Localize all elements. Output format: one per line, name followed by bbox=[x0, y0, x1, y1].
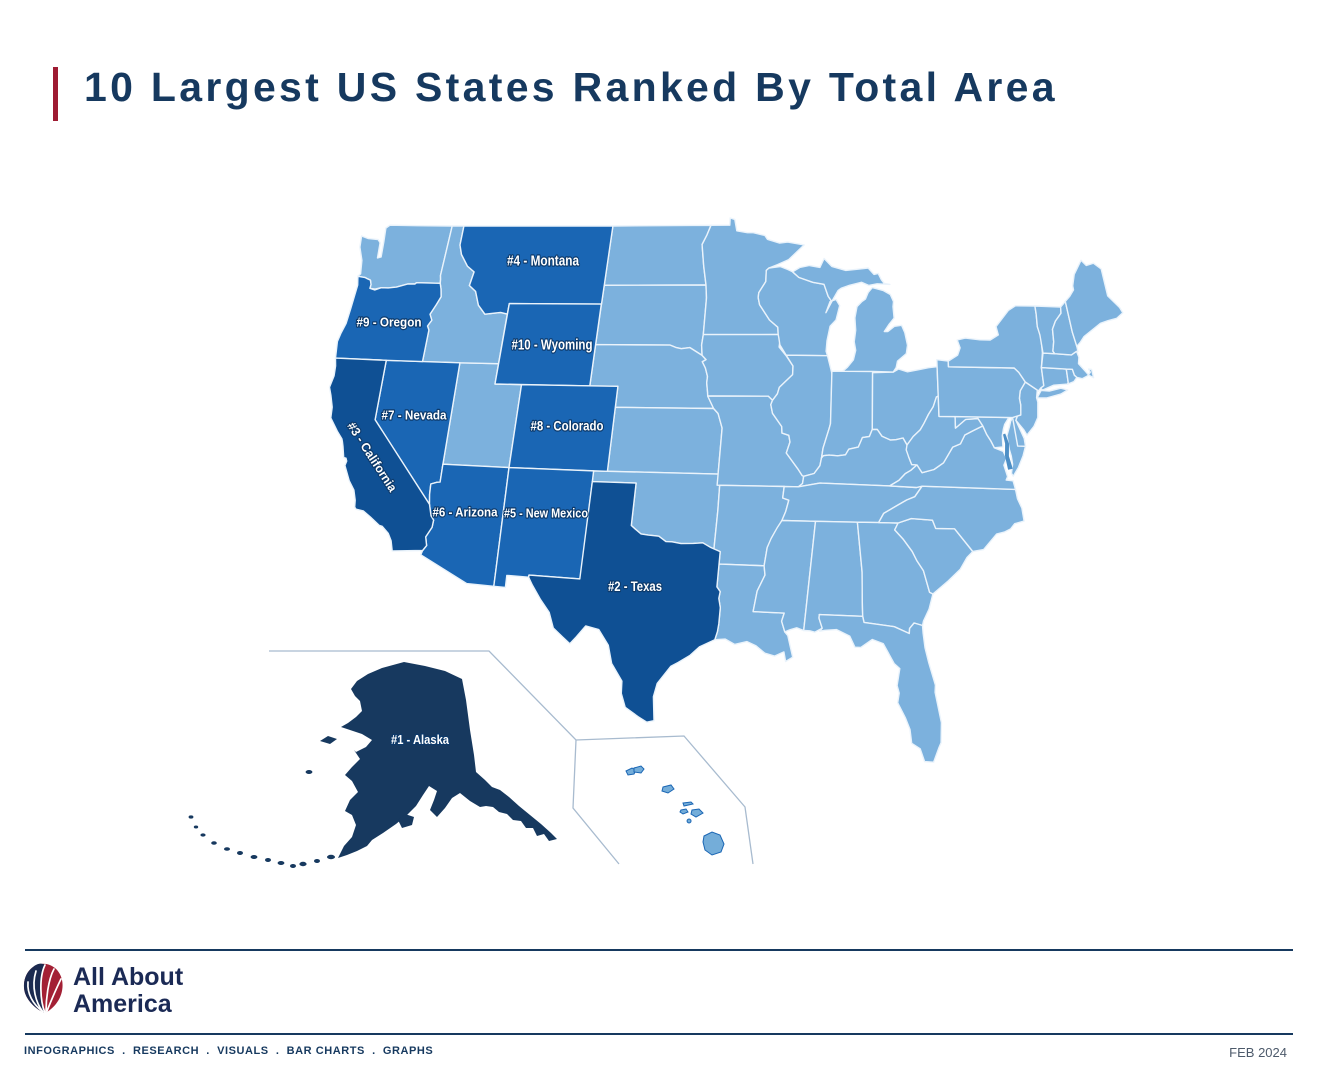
svg-text:#7 - Nevada: #7 - Nevada bbox=[382, 408, 448, 422]
svg-text:#6 - Arizona: #6 - Arizona bbox=[433, 505, 499, 519]
svg-text:#2 - Texas: #2 - Texas bbox=[608, 578, 662, 594]
svg-text:#8 - Colorado: #8 - Colorado bbox=[531, 419, 604, 434]
svg-text:#9 - Oregon: #9 - Oregon bbox=[357, 315, 422, 329]
svg-text:#4 - Montana: #4 - Montana bbox=[507, 252, 580, 269]
svg-text:#10 - Wyoming: #10 - Wyoming bbox=[512, 336, 593, 353]
svg-text:#5 - New Mexico: #5 - New Mexico bbox=[504, 506, 588, 520]
svg-text:#1 - Alaska: #1 - Alaska bbox=[391, 732, 450, 747]
